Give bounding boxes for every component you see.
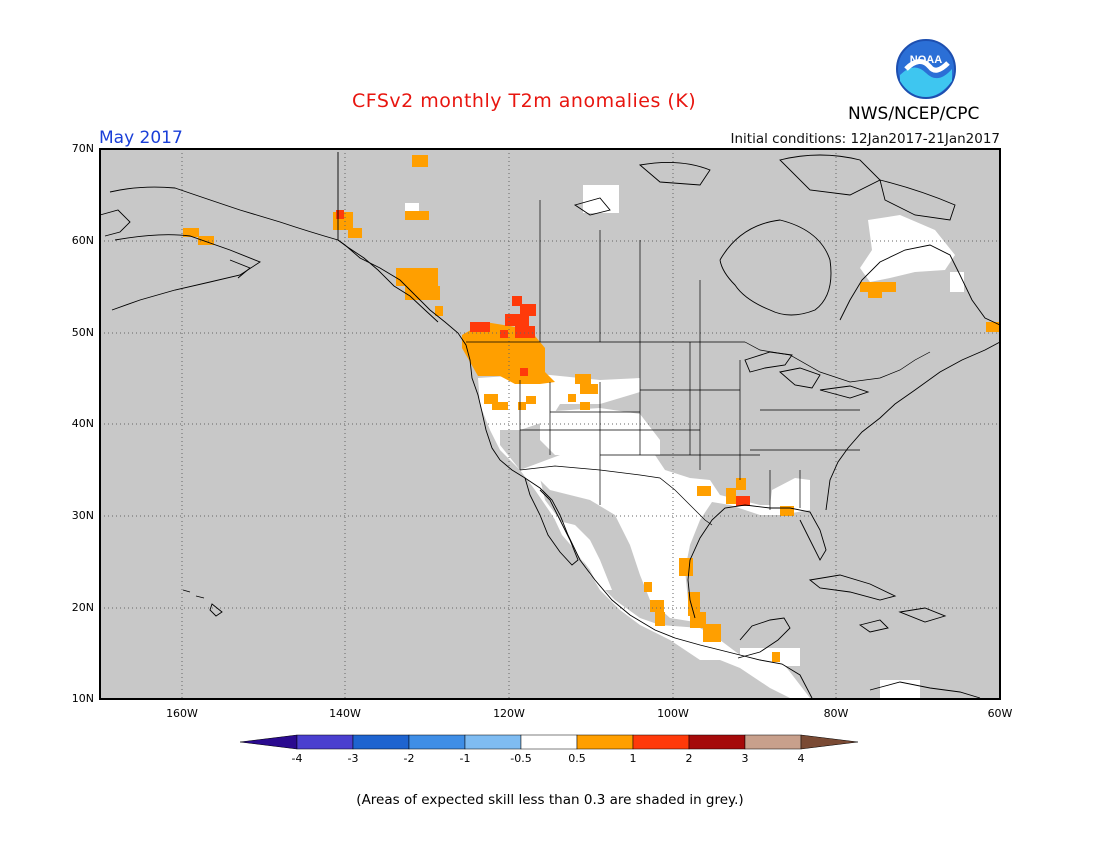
lon-label-120w: 120W [493, 707, 525, 720]
colorbar-tick: 3 [741, 752, 749, 765]
colorbar-tick: 1 [629, 752, 637, 765]
lat-label-70n: 70N [71, 142, 94, 155]
colorbar-tick: -0.5 [510, 752, 532, 765]
lon-label-100w: 100W [657, 707, 689, 720]
lon-label-80w: 80W [823, 707, 849, 720]
logo: NOAA [896, 39, 956, 99]
colorbar-tick: -1 [459, 752, 471, 765]
colorbar [239, 734, 859, 750]
lat-label-40n: 40N [71, 417, 94, 430]
lon-label-160w: 160W [166, 707, 198, 720]
organization-label: NWS/NCEP/CPC [848, 104, 980, 124]
lat-label-50n: 50N [71, 326, 94, 339]
colorbar-tick: 4 [797, 752, 805, 765]
coastlines [99, 152, 1001, 699]
colorbar-tick: -4 [291, 752, 303, 765]
political-borders [466, 200, 931, 526]
map-frame [99, 148, 1001, 700]
lon-label-60w: 60W [987, 707, 1013, 720]
colorbar-tick: 0.5 [568, 752, 586, 765]
lat-label-30n: 30N [71, 509, 94, 522]
lon-label-140w: 140W [329, 707, 361, 720]
skill-footnote: (Areas of expected skill less than 0.3 a… [356, 792, 744, 808]
lat-label-60n: 60N [71, 234, 94, 247]
near-normal-regions [405, 185, 964, 698]
chart-title: CFSv2 monthly T2m anomalies (K) [352, 90, 697, 112]
initial-conditions: Initial conditions: 12Jan2017-21Jan2017 [730, 131, 1001, 147]
lat-label-20n: 20N [71, 601, 94, 614]
forecast-month: May 2017 [99, 128, 183, 148]
lat-label-10n: 10N [71, 692, 94, 705]
warm-anomaly-1-2 [336, 210, 750, 506]
colorbar-tick: 2 [685, 752, 693, 765]
logo-text: NOAA [910, 54, 942, 66]
colorbar-tick: -2 [403, 752, 415, 765]
colorbar-tick: -3 [347, 752, 359, 765]
